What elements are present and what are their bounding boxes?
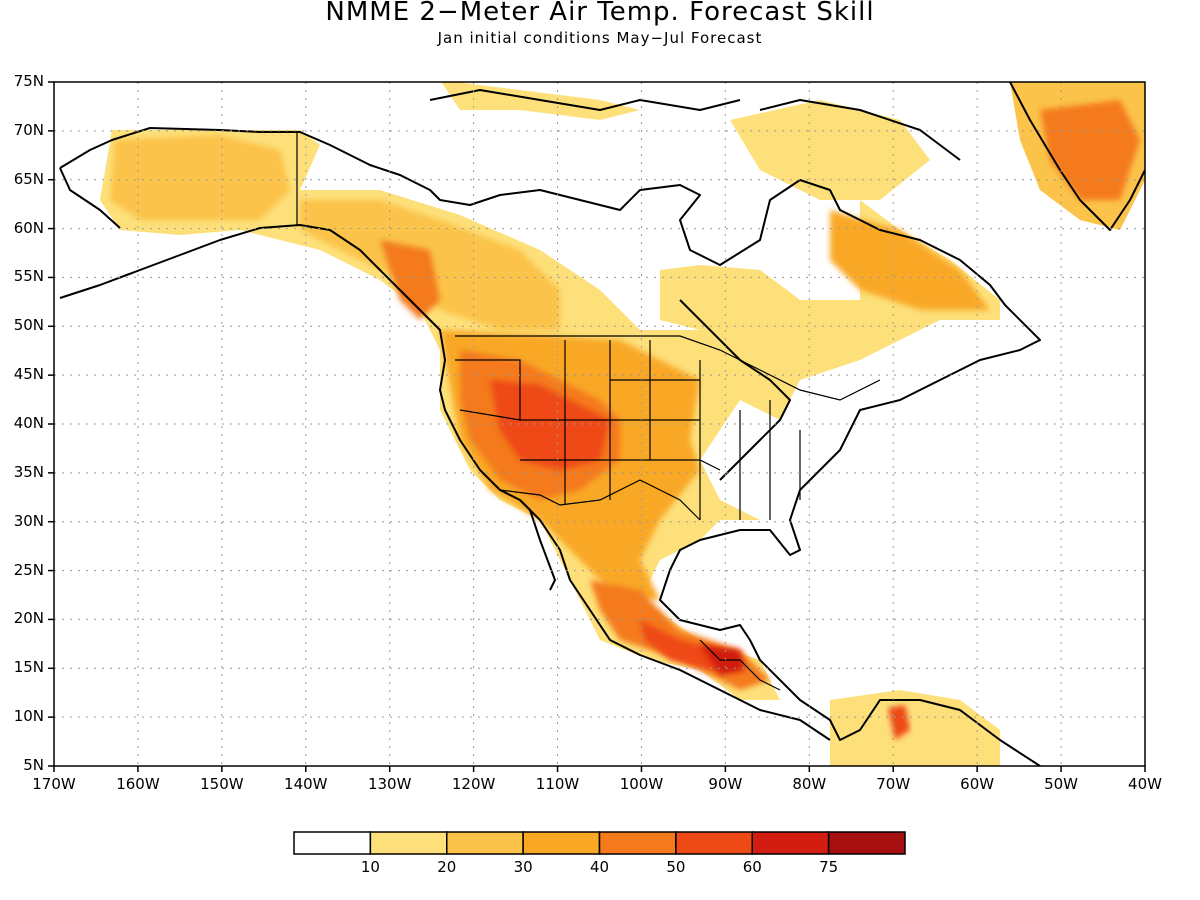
- map-title: NMME 2−Meter Air Temp. Forecast Skill: [325, 0, 875, 27]
- lat-label: 45N: [13, 365, 44, 384]
- lon-label: 160W: [116, 775, 160, 793]
- colorbar-label: 75: [819, 858, 839, 876]
- gridlines: [54, 82, 1145, 766]
- lon-label: 110W: [535, 775, 580, 793]
- colorbar-label: 60: [742, 858, 762, 876]
- lon-label: 130W: [367, 775, 412, 793]
- lat-label: 75N: [13, 72, 44, 90]
- lon-label: 140W: [284, 775, 328, 793]
- lon-label: 150W: [200, 775, 244, 793]
- lon-label: 60W: [960, 775, 995, 793]
- borders: [296, 132, 881, 691]
- colorbar-label: 10: [360, 858, 380, 876]
- lon-label: 70W: [876, 775, 911, 793]
- lat-label: 60N: [13, 218, 44, 237]
- lat-label: 50N: [13, 316, 44, 335]
- lat-label: 20N: [13, 609, 44, 628]
- lat-label: 35N: [13, 462, 44, 481]
- lon-label: 50W: [1044, 775, 1079, 793]
- lon-label: 90W: [708, 775, 743, 793]
- colorbar-label: 50: [666, 858, 686, 876]
- lon-label: 100W: [619, 775, 664, 793]
- colorbar-label: 30: [513, 858, 533, 876]
- lat-label: 15N: [13, 658, 44, 677]
- lat-label: 55N: [13, 267, 44, 286]
- lat-label: 65N: [13, 169, 44, 188]
- skill-shading: [100, 82, 1145, 766]
- lon-label: 40W: [1128, 775, 1162, 793]
- lon-label: 120W: [451, 775, 496, 793]
- lon-label: 80W: [792, 775, 827, 793]
- lat-label: 5N: [23, 756, 44, 774]
- lat-label: 10N: [13, 707, 44, 726]
- map-subtitle: Jan initial conditions May−Jul Forecast: [437, 29, 763, 47]
- lat-label: 40N: [13, 414, 44, 432]
- colorbar-label: 40: [589, 858, 610, 876]
- lat-label: 70N: [13, 120, 44, 139]
- colorbar-label: 20: [437, 858, 457, 876]
- lat-label: 30N: [13, 511, 44, 530]
- lon-label: 170W: [32, 775, 76, 793]
- axis-ticks: [48, 81, 1146, 772]
- lat-label: 25N: [13, 560, 44, 579]
- coastlines: [59, 82, 1145, 766]
